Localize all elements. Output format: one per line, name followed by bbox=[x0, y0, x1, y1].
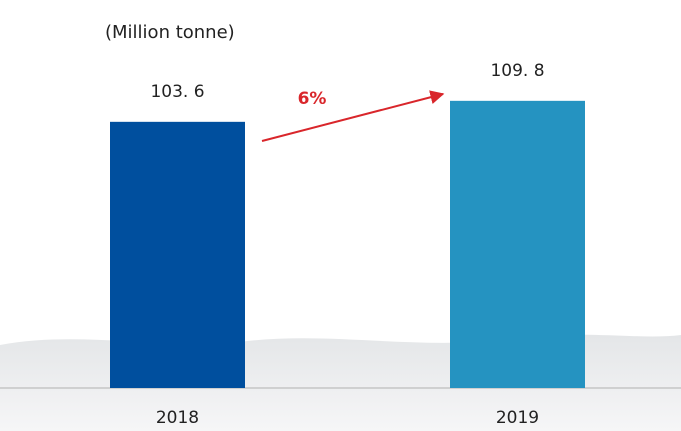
growth-arrow bbox=[261, 90, 445, 142]
value-label: 103. 6 bbox=[150, 82, 204, 102]
bar bbox=[110, 121, 245, 388]
x-tick-label: 2018 bbox=[156, 408, 199, 428]
value-label: 109. 8 bbox=[490, 61, 544, 81]
bar bbox=[450, 100, 585, 388]
growth-annotation: 6% bbox=[298, 89, 327, 109]
x-tick-label: 2019 bbox=[496, 408, 539, 428]
chart-subtitle: (Million tonne) bbox=[105, 22, 235, 43]
